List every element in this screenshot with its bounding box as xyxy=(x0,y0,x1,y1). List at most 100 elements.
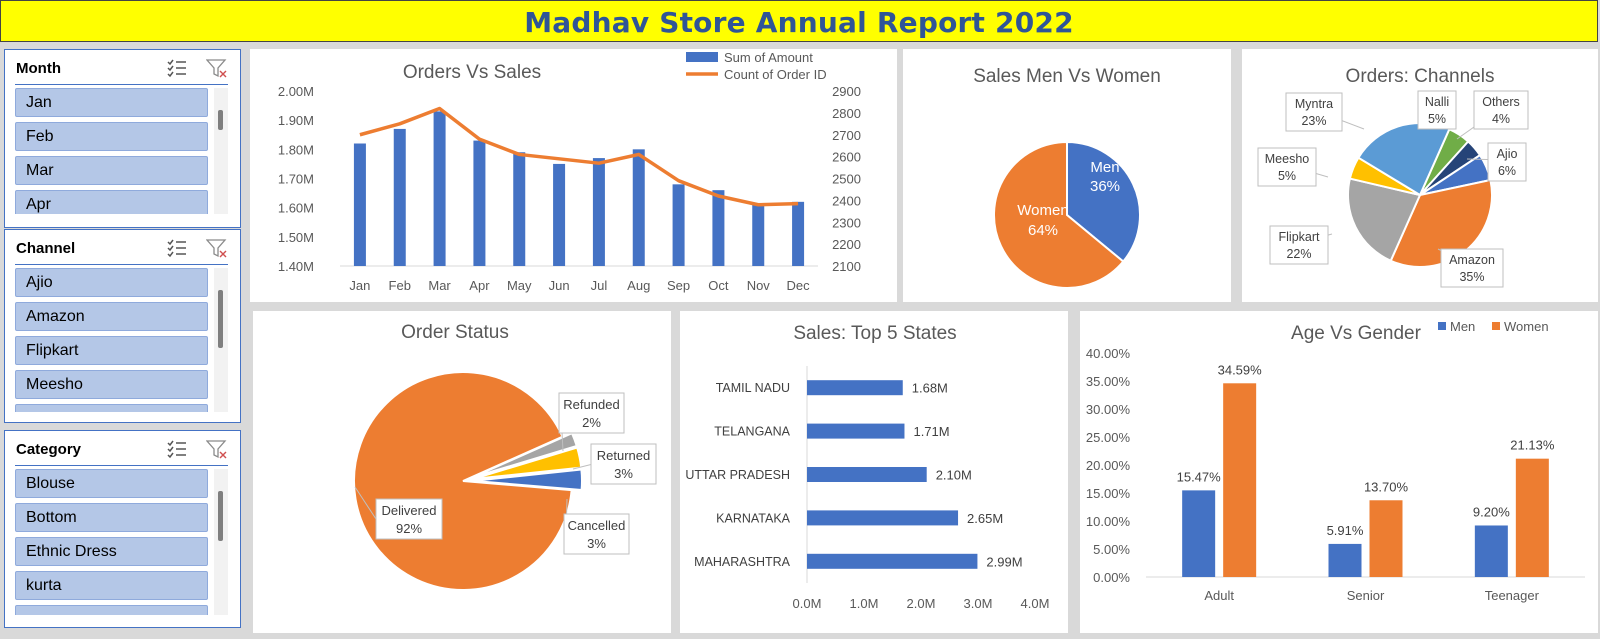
slicer-item-mar[interactable]: Mar xyxy=(15,156,208,185)
chart-title: Orders: Channels xyxy=(1346,66,1495,87)
slicer-item-apr[interactable]: Apr xyxy=(15,190,208,214)
report-title-bar: Madhav Store Annual Report 2022 xyxy=(0,0,1598,42)
y-right-tick-label: 2300 xyxy=(832,215,861,230)
y-left-tick-label: 1.80M xyxy=(278,142,314,157)
slicer-title: Month xyxy=(16,60,61,77)
y-right-tick-label: 2400 xyxy=(832,193,861,208)
legend-label-count-of-order-id: Count of Order ID xyxy=(724,67,827,82)
data-label: 1.71M xyxy=(913,424,949,439)
data-label: 21.13% xyxy=(1510,438,1555,453)
x-tick-label: Feb xyxy=(389,278,411,293)
callout-box-amazon xyxy=(1440,248,1504,288)
scrollbar-thumb[interactable] xyxy=(218,290,223,348)
age-vs-gender-chart: Age Vs Gender 0.00% 5.00% 10.00% 15.00% 20.00… xyxy=(1086,319,1585,603)
bar-state xyxy=(807,553,978,569)
multi-select-icon[interactable] xyxy=(166,58,188,83)
bar-state xyxy=(807,467,927,482)
y-right-tick-label: 2500 xyxy=(832,172,861,187)
slicer-items: Blouse Bottom Ethnic Dress kurta xyxy=(15,469,208,615)
slicer-title: Category xyxy=(16,441,82,458)
slicer-header: Channel xyxy=(15,234,228,265)
callout-label-delivered: Delivered xyxy=(382,503,437,518)
month-slicer: Month Jan Feb Mar Apr xyxy=(4,49,241,228)
slicer-item-partial[interactable] xyxy=(15,605,208,615)
bar-men xyxy=(1474,525,1508,577)
pie-slice-women xyxy=(993,140,1125,289)
sales-men-women-panel: Sales Men Vs Women Men 36% Women 64% xyxy=(903,49,1231,302)
x-tick-label: 4.0M xyxy=(1021,596,1050,611)
chart-title: Age Vs Gender xyxy=(1291,323,1422,344)
chart-title: Sales: Top 5 States xyxy=(793,323,956,344)
report-title: Madhav Store Annual Report 2022 xyxy=(524,6,1074,39)
orders-channels-panel: Orders: Channels Nalli 5% Others 4% Ajio 6% Ama… xyxy=(1242,49,1598,302)
callout-box-nalli xyxy=(1417,90,1457,130)
data-label: 1.68M xyxy=(912,381,948,396)
slicer-item-meesho[interactable]: Meesho xyxy=(15,370,208,399)
bar-men xyxy=(1182,490,1216,577)
slicer-item-ethnic-dress[interactable]: Ethnic Dress xyxy=(15,537,208,566)
sales-men-women-chart: Sales Men Vs Women Men 36% Women 64% xyxy=(973,66,1161,289)
channel-slicer: Channel Ajio Amazon Flipkart Meesho xyxy=(4,229,241,423)
x-tick-label: 1.0M xyxy=(850,596,879,611)
slice-pct-women: 64% xyxy=(1028,222,1058,239)
x-tick-label: 2.0M xyxy=(907,596,936,611)
slicer-header: Month xyxy=(15,54,228,85)
slicer-item-blouse[interactable]: Blouse xyxy=(15,469,208,498)
slicer-item-kurta[interactable]: kurta xyxy=(15,571,208,600)
clear-filter-icon[interactable] xyxy=(205,58,228,83)
data-label: 9.20% xyxy=(1473,504,1510,519)
slicer-scrollbar[interactable] xyxy=(214,268,228,412)
callout-pct-flipkart: 22% xyxy=(1286,247,1311,261)
callout-pct-cancelled: 3% xyxy=(587,536,606,551)
x-tick-label: Dec xyxy=(787,278,811,293)
x-tick-label: Mar xyxy=(428,278,451,293)
slicer-items: Jan Feb Mar Apr xyxy=(15,88,208,214)
data-label: 5.91% xyxy=(1327,523,1364,538)
callout-box-meesho xyxy=(1257,147,1317,187)
x-tick-label: Aug xyxy=(627,278,650,293)
callout-box-refunded xyxy=(558,392,625,434)
x-tick-label: Senior xyxy=(1347,588,1385,603)
order-status-panel: Order Status Refunded 2% Returned 3% Cancelle… xyxy=(253,311,671,633)
pie-slice-returned xyxy=(472,446,583,481)
y-right-tick-label: 2800 xyxy=(832,106,861,121)
slicer-item-partial[interactable] xyxy=(15,404,208,412)
callout-pct-returned: 3% xyxy=(614,466,633,481)
slice-label-women: Women xyxy=(1017,202,1068,219)
slicer-items: Ajio Amazon Flipkart Meesho xyxy=(15,268,208,412)
y-tick-label: 25.00% xyxy=(1086,430,1131,445)
y-left-tick-label: 1.60M xyxy=(278,201,314,216)
scrollbar-thumb[interactable] xyxy=(218,110,223,130)
slicer-item-flipkart[interactable]: Flipkart xyxy=(15,336,208,365)
callout-pct-ajio: 6% xyxy=(1498,164,1516,178)
slicer-item-feb[interactable]: Feb xyxy=(15,122,208,151)
bar-sum-of-amount xyxy=(792,201,805,266)
clear-filter-icon[interactable] xyxy=(205,439,228,464)
slicer-header: Category xyxy=(15,435,228,466)
slicer-item-ajio[interactable]: Ajio xyxy=(15,268,208,297)
y-right-tick-label: 2700 xyxy=(832,128,861,143)
y-tick-label: 5.00% xyxy=(1093,542,1130,557)
slicer-item-jan[interactable]: Jan xyxy=(15,88,208,117)
slicer-scrollbar[interactable] xyxy=(214,469,228,615)
callout-box-ajio xyxy=(1487,142,1527,182)
data-label: 2.65M xyxy=(967,511,1003,526)
slicer-scrollbar[interactable] xyxy=(214,88,228,214)
bar-state xyxy=(807,423,905,439)
callout-box-others xyxy=(1473,90,1529,130)
callout-label-ajio: Ajio xyxy=(1497,147,1518,161)
slicer-item-amazon[interactable]: Amazon xyxy=(15,302,208,331)
scrollbar-thumb[interactable] xyxy=(218,491,223,541)
x-tick-label: 3.0M xyxy=(964,596,993,611)
multi-select-icon[interactable] xyxy=(166,238,188,263)
x-tick-label: Teenager xyxy=(1485,588,1540,603)
callout-box-returned xyxy=(590,443,657,485)
callout-box-delivered xyxy=(375,498,443,540)
bar-women xyxy=(1515,458,1549,577)
multi-select-icon[interactable] xyxy=(166,439,188,464)
slicer-item-bottom[interactable]: Bottom xyxy=(15,503,208,532)
x-tick-label: Adult xyxy=(1204,588,1234,603)
clear-filter-icon[interactable] xyxy=(205,238,228,263)
y-tick-label: KARNATAKA xyxy=(716,511,791,525)
callout-pct-delivered: 92% xyxy=(396,521,422,536)
